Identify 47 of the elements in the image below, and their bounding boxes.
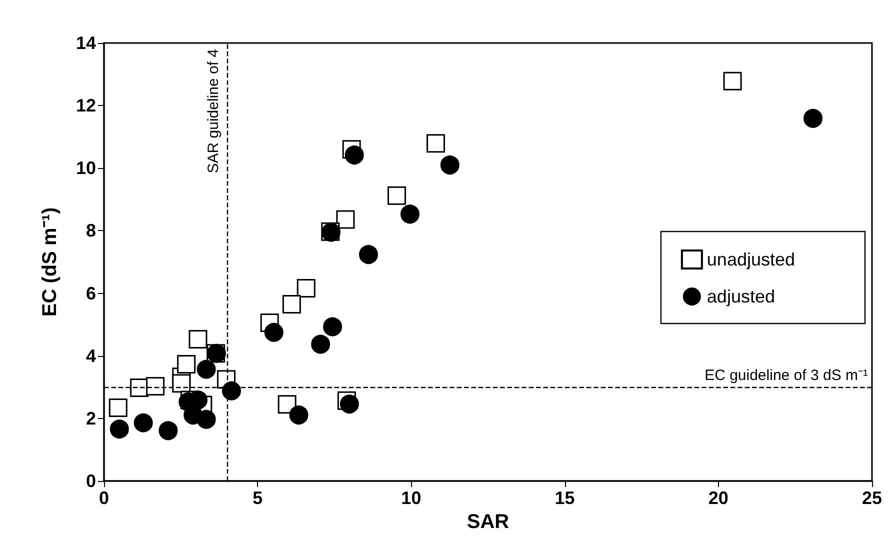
point bbox=[177, 355, 196, 374]
point bbox=[282, 294, 301, 314]
point bbox=[804, 108, 823, 128]
point bbox=[426, 134, 446, 153]
x-tick-label: 20 bbox=[708, 488, 728, 508]
point bbox=[359, 244, 378, 264]
point bbox=[296, 279, 316, 298]
y-tick-label: 4 bbox=[86, 346, 96, 366]
legend-label: unadjusted bbox=[706, 250, 796, 270]
point bbox=[196, 360, 216, 379]
y-tick-label: 6 bbox=[86, 283, 96, 304]
x-tick-label: 25 bbox=[862, 488, 882, 508]
point bbox=[400, 204, 420, 224]
x-tick-label: 15 bbox=[554, 488, 575, 508]
point bbox=[388, 186, 406, 205]
point bbox=[134, 413, 153, 432]
point bbox=[110, 420, 129, 439]
ref-line-label: EC guideline of 3 dS m⁻¹ bbox=[704, 367, 868, 384]
point bbox=[311, 334, 330, 354]
y-tick-label: 10 bbox=[76, 158, 96, 178]
x-tick-label: 5 bbox=[252, 488, 263, 508]
point bbox=[440, 156, 460, 175]
point bbox=[222, 381, 241, 400]
point bbox=[289, 405, 308, 424]
point bbox=[188, 330, 208, 349]
legend-label: adjusted bbox=[706, 286, 775, 306]
point bbox=[323, 317, 342, 336]
point bbox=[340, 394, 359, 414]
ref-line-label: SAR guideline of 4 bbox=[204, 49, 222, 174]
y-tick-label: 12 bbox=[76, 96, 96, 116]
y-tick-label: 0 bbox=[86, 471, 96, 491]
point bbox=[336, 210, 355, 229]
point bbox=[108, 398, 128, 418]
x-axis-title: SAR bbox=[466, 510, 510, 533]
point bbox=[158, 421, 178, 440]
point bbox=[172, 374, 191, 393]
point bbox=[344, 146, 364, 164]
x-tick-label: 10 bbox=[401, 488, 422, 508]
y-tick-label: 2 bbox=[86, 408, 96, 428]
point bbox=[264, 322, 284, 342]
point bbox=[196, 410, 216, 429]
point bbox=[723, 72, 742, 90]
y-tick-label: 8 bbox=[86, 220, 96, 241]
x-tick-label: 0 bbox=[98, 488, 110, 508]
y-axis-title: EC (dS m⁻¹) bbox=[39, 207, 61, 317]
y-tick-label: 14 bbox=[76, 33, 96, 53]
point bbox=[146, 376, 165, 396]
